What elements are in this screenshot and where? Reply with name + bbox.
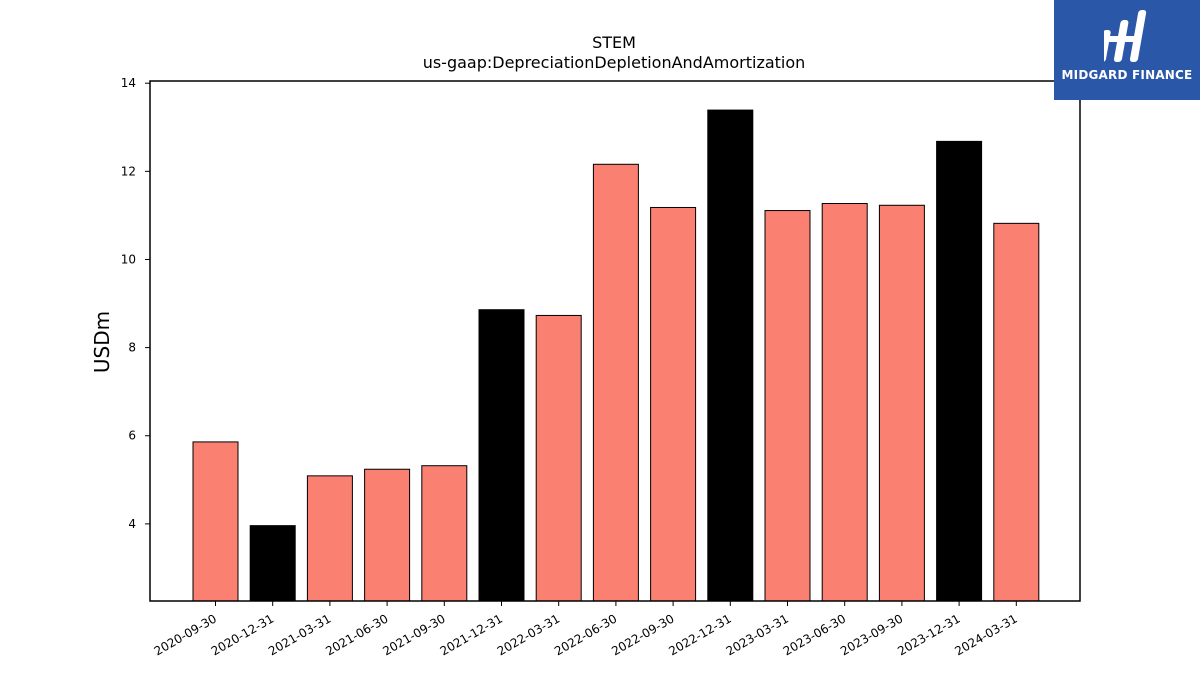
- y-ticks-group: 4 6 8 10 12 14: [121, 76, 150, 531]
- chart-subtitle: us-gaap:DepreciationDepletionAndAmortiza…: [423, 53, 806, 72]
- bar-2023-12-31: [936, 140, 983, 602]
- bar-2022-12-31: [707, 109, 754, 602]
- x-tick-label: 2021-09-30: [380, 611, 447, 658]
- bar-2020-12-31: [249, 525, 296, 602]
- y-tick-label: 10: [121, 252, 136, 266]
- x-tick-label: 2023-09-30: [838, 611, 905, 658]
- midgard-finance-logo: MIDGARD FINANCE: [1054, 0, 1200, 100]
- midgard-logo-icon: [1104, 10, 1147, 62]
- x-tick-label: 2020-12-31: [209, 611, 276, 658]
- logo-text: MIDGARD FINANCE: [1061, 68, 1193, 82]
- x-tick-label: 2020-09-30: [152, 611, 219, 658]
- bar-2023-09-30: [878, 204, 925, 602]
- x-tick-label: 2022-09-30: [609, 611, 676, 658]
- y-tick-label: 14: [121, 76, 136, 90]
- y-axis-label: USDm: [90, 311, 114, 373]
- bar-2021-03-31: [306, 475, 353, 602]
- bar-2022-03-31: [535, 314, 582, 602]
- x-tick-label: 2023-03-31: [724, 611, 791, 658]
- x-tick-label: 2021-03-31: [266, 611, 333, 658]
- x-tick-label: 2021-12-31: [438, 611, 505, 658]
- bar-2023-03-31: [764, 210, 811, 602]
- bar-2024-03-31: [993, 222, 1040, 602]
- bar-2020-09-30: [192, 441, 239, 602]
- bar-2022-09-30: [650, 206, 697, 602]
- x-tick-label: 2022-03-31: [495, 611, 562, 658]
- x-tick-label: 2021-06-30: [323, 611, 390, 658]
- x-ticks-group: 2020-09-302020-12-312021-03-312021-06-30…: [152, 601, 1020, 658]
- y-tick-label: 8: [128, 341, 136, 355]
- x-tick-label: 2022-12-31: [666, 611, 733, 658]
- chart-title: STEM: [592, 33, 636, 52]
- x-tick-label: 2023-12-31: [895, 611, 962, 658]
- bars-group: [192, 109, 1040, 602]
- x-tick-label: 2024-03-31: [952, 611, 1019, 658]
- y-tick-label: 6: [128, 429, 136, 443]
- y-tick-label: 4: [128, 517, 136, 531]
- x-tick-label: 2023-06-30: [781, 611, 848, 658]
- bar-2023-06-30: [821, 203, 868, 602]
- bar-2022-06-30: [592, 163, 639, 602]
- bar-2021-09-30: [421, 465, 468, 602]
- x-tick-label: 2022-06-30: [552, 611, 619, 658]
- bar-2021-12-31: [478, 309, 525, 602]
- plot-frame: [149, 80, 1081, 602]
- bar-2021-06-30: [364, 468, 411, 602]
- y-tick-label: 12: [121, 164, 136, 178]
